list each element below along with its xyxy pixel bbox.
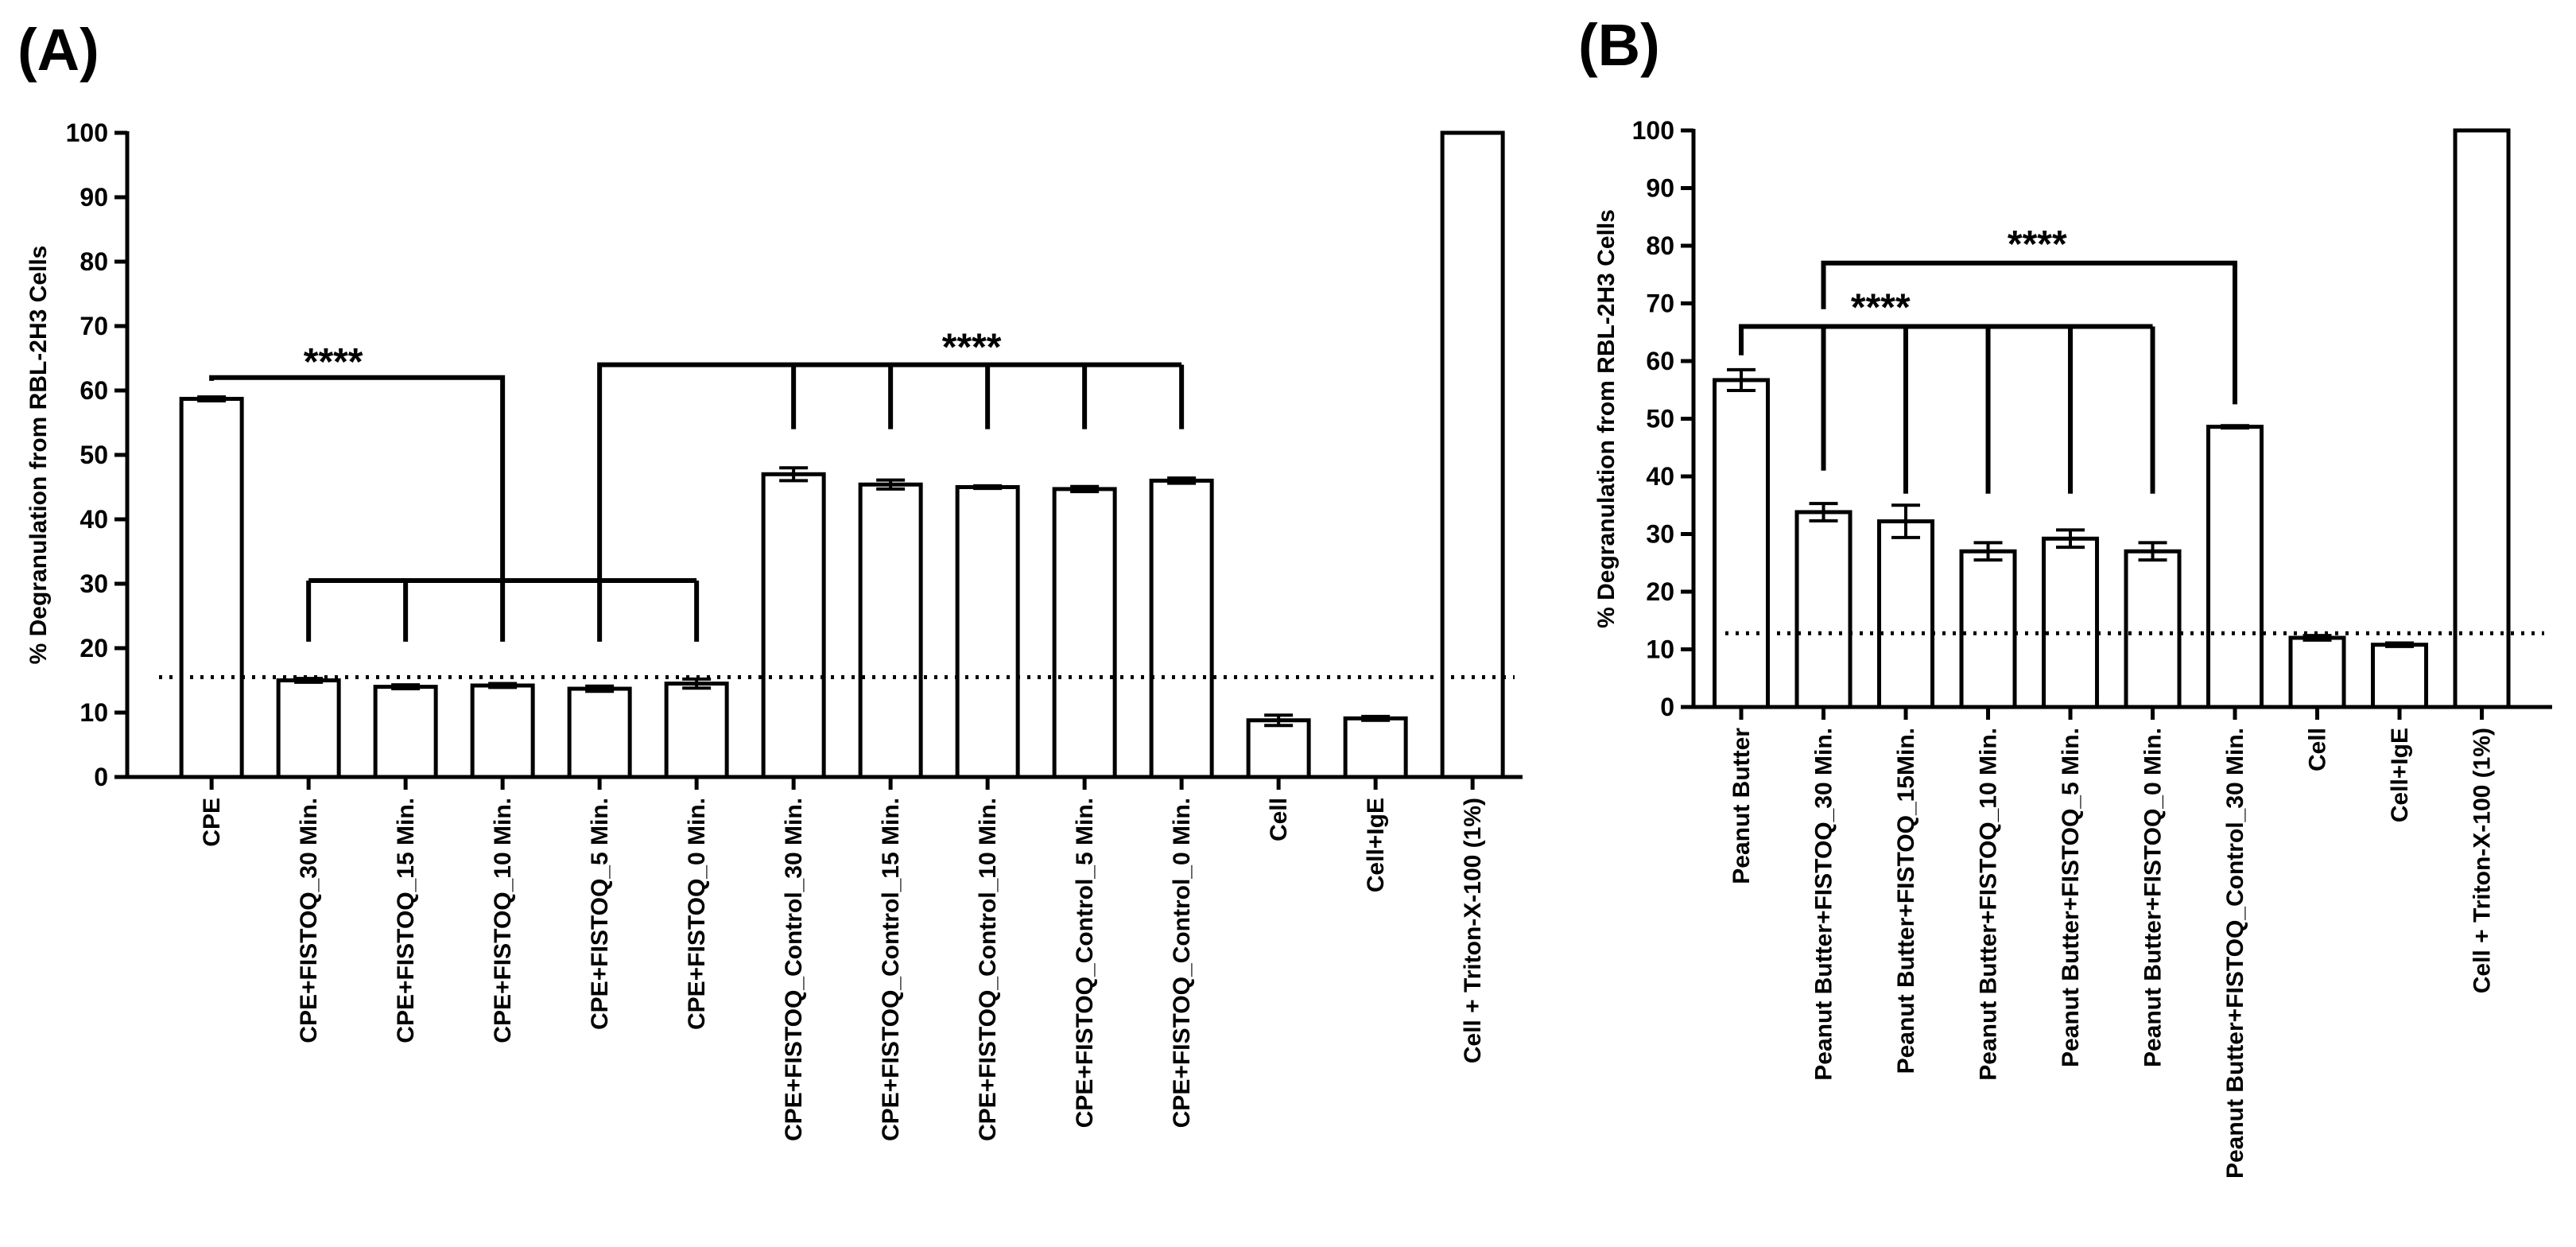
category-label: CPE+FISTOQ_0 Min. bbox=[684, 798, 710, 1030]
y-tick-label: 80 bbox=[80, 247, 108, 276]
bar bbox=[955, 485, 1020, 779]
y-tick-label: 50 bbox=[1646, 405, 1674, 433]
bar bbox=[2288, 635, 2346, 709]
category-label: Cell + Triton-X-100 (1%) bbox=[2469, 728, 2496, 993]
panel-label: (A) bbox=[17, 17, 99, 83]
bar bbox=[1877, 519, 1935, 709]
category-label: CPE+FISTOQ_Control_5 Min. bbox=[1072, 798, 1098, 1128]
category-label: CPE+FISTOQ_15 Min. bbox=[393, 798, 419, 1043]
y-tick-label: 30 bbox=[80, 569, 108, 598]
category-label: CPE+FISTOQ_Control_15 Min. bbox=[878, 798, 904, 1141]
bar bbox=[1149, 478, 1214, 779]
bar bbox=[2371, 643, 2429, 709]
category-label: CPE+FISTOQ_Control_30 Min. bbox=[781, 798, 807, 1141]
significance-bracket bbox=[1739, 324, 2153, 355]
significance-bracket bbox=[1821, 260, 2238, 405]
category-label: Peanut Butter+FISTOQ_15Min. bbox=[1893, 728, 1919, 1074]
significance-label: **** bbox=[942, 327, 1002, 369]
category-label: CPE bbox=[199, 798, 225, 847]
y-tick-label: 10 bbox=[1646, 635, 1674, 664]
y-axis-title: % Degranulation from RBL-2H3 Cells bbox=[1593, 209, 1620, 628]
y-tick-label: 20 bbox=[1646, 577, 1674, 606]
bar bbox=[567, 686, 632, 779]
y-tick-label: 80 bbox=[1646, 231, 1674, 260]
bar bbox=[1713, 378, 1771, 709]
y-tick-label: 100 bbox=[1632, 116, 1674, 145]
y-tick-label: 50 bbox=[80, 441, 108, 469]
y-tick-label: 60 bbox=[80, 376, 108, 405]
category-label: Cell bbox=[2305, 728, 2331, 771]
category-label: Cell+IgE bbox=[1363, 798, 1389, 892]
category-label: Peanut Butter+FISTOQ_Control_30 Min. bbox=[2222, 728, 2248, 1179]
bar bbox=[761, 472, 826, 779]
category-label: Peanut Butter bbox=[1728, 728, 1755, 884]
category-label: CPE+FISTOQ_Control_10 Min. bbox=[975, 798, 1001, 1141]
category-label: Peanut Butter+FISTOQ_30 Min. bbox=[1811, 728, 1837, 1081]
category-label: Cell bbox=[1266, 798, 1292, 841]
y-tick-label: 70 bbox=[1646, 289, 1674, 318]
category-label: Peanut Butter+FISTOQ_5 Min. bbox=[2058, 728, 2084, 1067]
bar bbox=[1052, 487, 1117, 779]
y-tick-label: 90 bbox=[1646, 174, 1674, 203]
bar bbox=[2042, 536, 2100, 709]
y-tick-label: 100 bbox=[66, 118, 108, 147]
y-tick-label: 0 bbox=[1660, 693, 1674, 721]
panel-label: (B) bbox=[1578, 12, 1660, 78]
y-tick-label: 30 bbox=[1646, 520, 1674, 549]
category-label: Peanut Butter+FISTOQ_10 Min. bbox=[1976, 728, 2002, 1081]
panel-a-chart: (A) 0 10 20 30 40 50 60 70 80 90 100 % Degranulation… bbox=[17, 17, 1523, 1141]
y-tick-label: 60 bbox=[1646, 347, 1674, 375]
panel-b-chart: (B) 0 10 20 30 40 50 60 70 80 90 100 % Degranulation… bbox=[1578, 12, 2552, 1179]
bar bbox=[2206, 425, 2264, 709]
bar bbox=[2453, 128, 2511, 709]
bar bbox=[1246, 718, 1311, 779]
bar bbox=[276, 678, 341, 779]
significance-bracket bbox=[209, 375, 506, 581]
y-axis-title: % Degranulation from RBL-2H3 Cells bbox=[25, 246, 52, 665]
bar bbox=[1959, 549, 2017, 709]
y-tick-label: 70 bbox=[80, 312, 108, 340]
significance-label: **** bbox=[1851, 287, 1911, 329]
category-label: Cell+IgE bbox=[2387, 728, 2413, 822]
bar bbox=[470, 683, 535, 779]
bar bbox=[858, 482, 923, 779]
category-label: CPE+FISTOQ_10 Min. bbox=[490, 798, 516, 1043]
category-label: Cell + Triton-X-100 (1%) bbox=[1460, 798, 1486, 1063]
bar bbox=[1440, 130, 1505, 779]
bar bbox=[1343, 716, 1408, 779]
category-label: CPE+FISTOQ_30 Min. bbox=[296, 798, 322, 1043]
significance-label: **** bbox=[304, 341, 363, 383]
y-tick-label: 90 bbox=[80, 183, 108, 212]
bar bbox=[664, 682, 729, 779]
bar bbox=[2124, 549, 2182, 709]
y-tick-label: 40 bbox=[1646, 462, 1674, 491]
bar bbox=[1794, 510, 1852, 709]
bar bbox=[373, 685, 438, 779]
y-tick-label: 0 bbox=[94, 763, 108, 791]
category-label: CPE+FISTOQ_5 Min. bbox=[587, 798, 613, 1030]
bar bbox=[179, 397, 244, 779]
category-label: CPE+FISTOQ_Control_0 Min. bbox=[1169, 798, 1195, 1128]
y-tick-label: 40 bbox=[80, 505, 108, 534]
significance-label: **** bbox=[2008, 223, 2067, 266]
category-label: Peanut Butter+FISTOQ_0 Min. bbox=[2140, 728, 2167, 1067]
y-tick-label: 10 bbox=[80, 698, 108, 727]
y-tick-label: 20 bbox=[80, 634, 108, 662]
